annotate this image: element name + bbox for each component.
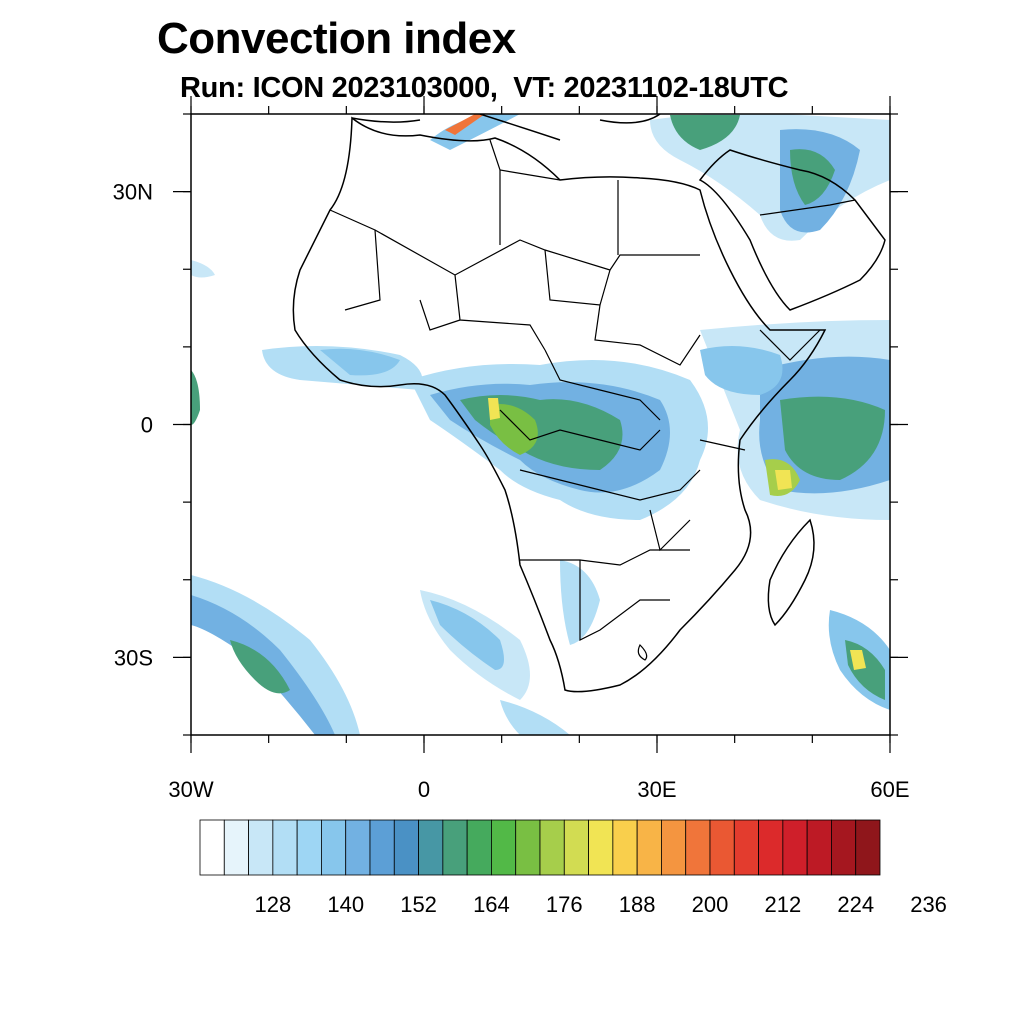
colorbar-swatch [272,819,298,876]
madagascar-coastline [767,518,815,627]
colorbar-boxes [199,819,881,876]
colorbar-label: 188 [619,892,656,917]
colorbar-swatch [296,819,322,876]
x-tick-label: 30E [637,777,676,802]
colorbar-swatch [855,819,881,876]
colorbar-swatch [661,819,687,876]
colorbar-swatch [491,819,517,876]
colorbar-label: 176 [546,892,583,917]
colorbar-swatch [685,819,711,876]
x-tick-label: 60E [870,777,909,802]
coastlines [292,114,886,693]
colorbar-swatch [563,819,589,876]
colorbar-swatch [709,819,735,876]
colorbar-swatch [418,819,444,876]
colorbar-swatch [612,819,638,876]
colorbar-swatch [806,819,832,876]
y-tick-label: 30N [113,180,153,205]
colorbar-swatch [733,819,759,876]
colorbar-swatch [758,819,784,876]
colorbar-label: 200 [692,892,729,917]
africa-coastline [292,116,827,693]
europe-coastline [351,114,661,141]
colorbar-swatch [223,819,249,876]
colorbar-label: 224 [837,892,874,917]
convection-shading [191,114,890,735]
colorbar-swatch [248,819,274,876]
y-tick-label: 0 [141,413,153,438]
colorbar-swatch [539,819,565,876]
colorbar-swatch [831,819,857,876]
map-title: Convection index [157,14,516,63]
x-tick-label: 0 [418,777,430,802]
colorbar-swatch [782,819,808,876]
colorbar-label: 152 [400,892,437,917]
colorbar-swatch [321,819,347,876]
colorbar-swatch [369,819,395,876]
colorbar-swatch [442,819,468,876]
colorbar-swatch [199,819,225,876]
arabia-coastline [698,149,886,311]
colorbar-label: 164 [473,892,510,917]
colorbar-label: 128 [254,892,291,917]
colorbar-swatch [636,819,662,876]
colorbar-swatch [588,819,614,876]
colorbar-swatch [515,819,541,876]
map-axes: 30W 0 30E 60E 30N 0 30S [113,96,910,802]
colorbar-swatch [345,819,371,876]
colorbar-label: 140 [327,892,364,917]
colorbar-swatch [393,819,419,876]
colorbar-labels: 128 140 152 164 176 188 200 212 224 236 [254,892,946,917]
country-borders [329,139,856,661]
colorbar-label: 236 [910,892,947,917]
colorbar-swatch [466,819,492,876]
y-tick-label: 30S [114,645,153,670]
x-tick-label: 30W [168,777,213,802]
colorbar: 128 140 152 164 176 188 200 212 224 236 [199,819,947,917]
map-subtitle: Run: ICON 2023103000, VT: 20231102-18UTC [180,72,789,104]
colorbar-label: 212 [764,892,801,917]
